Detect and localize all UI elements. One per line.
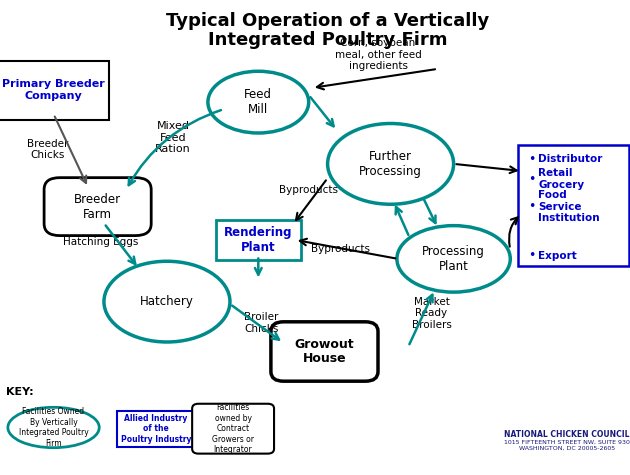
Text: Facilities Owned
By Vertically
Integrated Poultry
Firm: Facilities Owned By Vertically Integrate… (19, 408, 88, 447)
Text: Typical Operation of a Vertically: Typical Operation of a Vertically (166, 12, 490, 30)
Text: Export: Export (538, 250, 577, 261)
Text: •: • (528, 200, 536, 213)
Text: Byproducts: Byproducts (311, 244, 370, 255)
Text: Feed
Mill: Feed Mill (244, 88, 272, 116)
Text: Further
Processing: Further Processing (359, 150, 422, 178)
FancyBboxPatch shape (271, 322, 378, 381)
Text: •: • (528, 172, 536, 186)
FancyBboxPatch shape (44, 178, 151, 236)
Text: KEY:: KEY: (6, 387, 34, 397)
Text: Breeder
Farm: Breeder Farm (74, 193, 121, 220)
Text: Primary Breeder
Company: Primary Breeder Company (2, 79, 105, 101)
FancyBboxPatch shape (192, 404, 274, 454)
Text: Integrated Poultry Firm: Integrated Poultry Firm (208, 31, 447, 49)
Text: Breeder
Chicks: Breeder Chicks (26, 139, 68, 161)
FancyBboxPatch shape (215, 219, 301, 260)
Text: Market
Ready
Broilers: Market Ready Broilers (411, 297, 452, 330)
Ellipse shape (397, 226, 510, 292)
Text: 1015 FIFTEENTH STREET NW, SUITE 930
WASHINGTON, DC 20005-2605: 1015 FIFTEENTH STREET NW, SUITE 930 WASH… (504, 440, 630, 451)
FancyBboxPatch shape (0, 61, 108, 120)
Text: •: • (528, 152, 536, 166)
Text: Facilities
owned by
Contract
Growers or
Integrator: Facilities owned by Contract Growers or … (212, 403, 254, 454)
Text: Food
Service
Institution: Food Service Institution (538, 190, 600, 223)
FancyBboxPatch shape (117, 411, 195, 446)
Text: Byproducts: Byproducts (279, 185, 338, 195)
Text: Allied Industry
of the
Poultry Industry: Allied Industry of the Poultry Industry (121, 414, 191, 444)
Text: Mixed
Feed
Ration: Mixed Feed Ration (156, 121, 191, 154)
Ellipse shape (208, 71, 309, 133)
FancyBboxPatch shape (518, 145, 629, 266)
Text: Hatchery: Hatchery (140, 295, 194, 308)
Text: Distributor: Distributor (538, 154, 602, 164)
Text: Broiler
Chicks: Broiler Chicks (244, 312, 278, 334)
Ellipse shape (328, 124, 454, 204)
Text: Processing
Plant: Processing Plant (422, 245, 485, 273)
Text: Rendering
Plant: Rendering Plant (224, 226, 292, 254)
Text: NATIONAL CHICKEN COUNCIL: NATIONAL CHICKEN COUNCIL (504, 430, 630, 439)
Text: Retail
Grocery: Retail Grocery (538, 168, 584, 190)
Text: Corn, soybean
meal, other feed
ingredients: Corn, soybean meal, other feed ingredien… (335, 38, 421, 71)
Text: Growout
House: Growout House (295, 338, 354, 365)
Ellipse shape (104, 261, 230, 342)
Text: •: • (528, 249, 536, 262)
Text: Hatching Eggs: Hatching Eggs (63, 237, 139, 247)
